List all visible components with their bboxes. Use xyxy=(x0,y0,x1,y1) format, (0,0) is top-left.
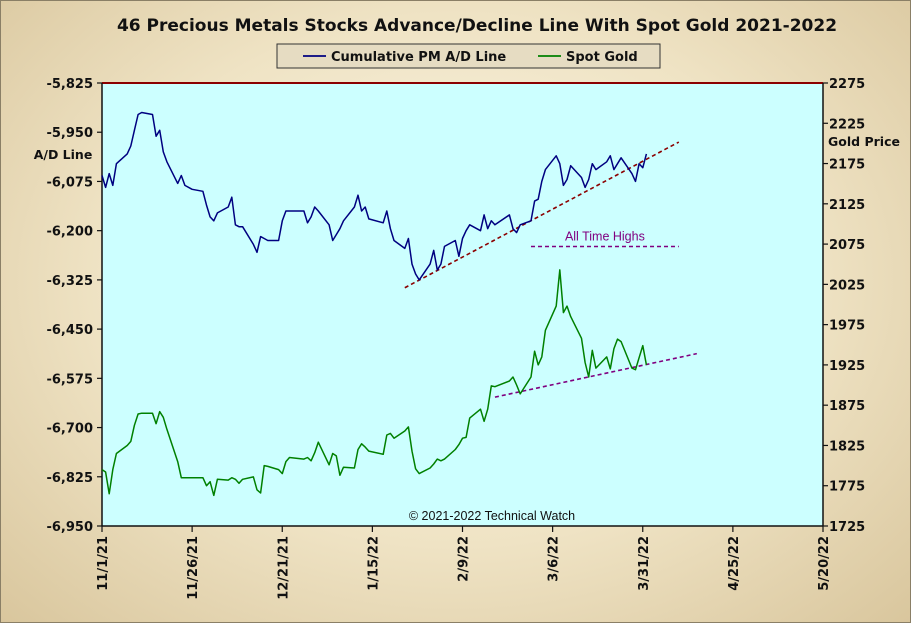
series-line-spot-gold xyxy=(101,269,648,497)
x-tick-label: 5/20/22 xyxy=(817,536,832,591)
x-tick-label: 3/31/22 xyxy=(637,536,652,591)
x-tick-label: 2/9/22 xyxy=(457,536,472,582)
legend-box xyxy=(276,43,661,69)
trendline-left xyxy=(404,141,680,289)
y-left-tick-label: -6,450 xyxy=(46,323,93,338)
y-right-ticks: 2275 2225 2175 2125 2075 2025 1975 1925 1875 1825… xyxy=(823,77,865,535)
y-left-tick-label: -5,825 xyxy=(46,77,93,92)
y-left-tick-label: -5,950 xyxy=(46,126,93,141)
trendlines xyxy=(404,141,697,398)
y-left-tick-label: -6,700 xyxy=(46,422,93,437)
legend-label-spot-gold: Spot Gold xyxy=(566,50,638,65)
x-tick-label: 1/15/22 xyxy=(366,536,381,591)
y-right-tick-label: 1725 xyxy=(829,520,865,535)
legend: Cumulative PM A/D Line Spot Gold xyxy=(276,43,661,69)
x-tick-label: 12/21/21 xyxy=(276,536,291,600)
y-right-tick-label: 2175 xyxy=(829,158,865,173)
y-right-tick-label: 2225 xyxy=(829,117,865,132)
y-right-tick-label: 1825 xyxy=(829,439,865,454)
series-line-ad-line xyxy=(101,111,648,281)
all-time-highs-label: All Time Highs xyxy=(565,230,645,244)
y-left-tick-label: -6,325 xyxy=(46,274,93,289)
x-tick-label: 4/25/22 xyxy=(727,536,742,591)
x-tick-label: 3/6/22 xyxy=(547,536,562,582)
series-lines xyxy=(101,111,648,497)
y-left-tick-label: -6,950 xyxy=(46,520,93,535)
y-right-tick-label: 2025 xyxy=(829,278,865,293)
y-left-tick-label: -6,075 xyxy=(46,175,93,190)
annotations: All Time Highs xyxy=(530,230,679,248)
y-right-tick-label: 1775 xyxy=(829,480,865,495)
y-left-ticks: -5,825 -5,950 -6,075 -6,200 -6,325 -6,450 -6,5… xyxy=(46,77,102,535)
y-right-tick-label: 2275 xyxy=(829,77,865,92)
legend-label-ad-line: Cumulative PM A/D Line xyxy=(331,50,506,65)
y-right-tick-label: 1975 xyxy=(829,319,865,334)
y-left-tick-label: -6,200 xyxy=(46,225,93,240)
y-left-tick-label: -6,575 xyxy=(46,372,93,387)
y-right-tick-label: 1925 xyxy=(829,359,865,374)
y-right-tick-label: 2075 xyxy=(829,238,865,253)
x-tick-label: 11/26/21 xyxy=(186,536,201,600)
y-right-label: Gold Price xyxy=(828,134,900,149)
y-right-tick-label: 2125 xyxy=(829,198,865,213)
y-left-tick-label: -6,825 xyxy=(46,471,93,486)
y-left-label: A/D Line xyxy=(34,147,93,162)
chart-title: 46 Precious Metals Stocks Advance/Declin… xyxy=(117,16,837,36)
y-right-tick-label: 1875 xyxy=(829,399,865,414)
copyright-text: © 2021-2022 Technical Watch xyxy=(409,509,575,523)
plot-area xyxy=(102,83,823,526)
x-tick-label: 11/1/21 xyxy=(96,536,111,591)
x-ticks: 11/1/21 11/26/21 12/21/21 1/15/22 2/9/22 3/6/… xyxy=(96,526,832,600)
